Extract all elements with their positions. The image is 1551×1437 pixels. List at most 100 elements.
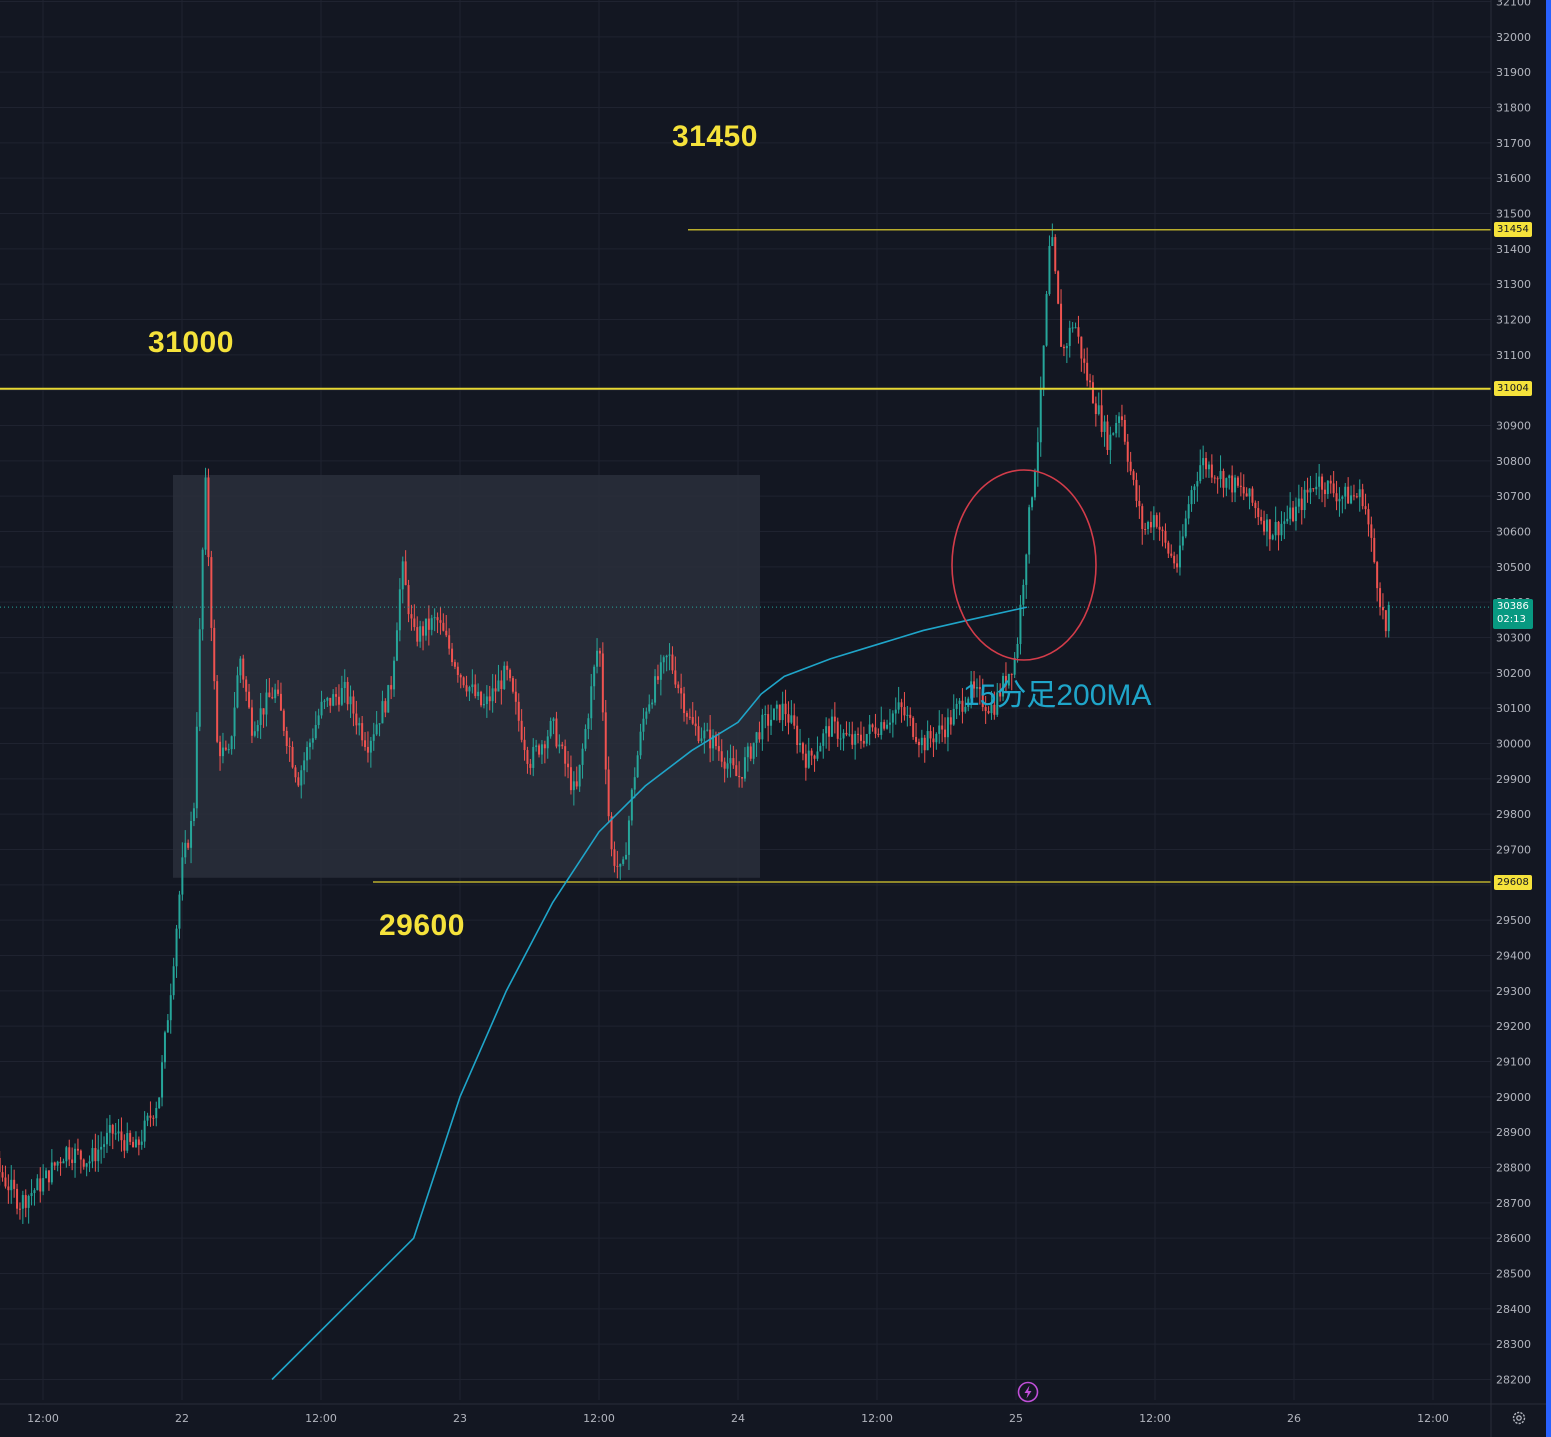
candle-body	[1184, 518, 1187, 537]
candle-body	[929, 731, 932, 739]
candle-body	[654, 676, 657, 703]
candle-body	[210, 557, 213, 628]
candle-body	[337, 696, 340, 705]
candle-body	[981, 689, 984, 708]
candle-body	[285, 730, 288, 746]
candle-body	[1060, 303, 1063, 347]
candle-body	[836, 721, 839, 739]
candle-body	[1329, 480, 1332, 484]
candle-body	[897, 702, 900, 710]
candle-body	[601, 653, 604, 713]
candle-body	[726, 763, 729, 769]
candle-body	[1379, 588, 1382, 608]
annotation-ma: 15分足200MA	[963, 679, 1152, 712]
candle-body	[1048, 246, 1051, 295]
candle-body	[190, 821, 193, 848]
candle-body	[845, 732, 848, 735]
candle-body	[1118, 416, 1121, 424]
candle-body	[1155, 515, 1158, 527]
candle-body	[958, 700, 961, 704]
candle-body	[195, 726, 198, 809]
candle-body	[65, 1147, 68, 1162]
candle-body	[1323, 489, 1326, 495]
candle-body	[622, 859, 625, 864]
candle-body	[1031, 497, 1034, 508]
candle-body	[248, 691, 251, 708]
candle-body	[1228, 475, 1231, 479]
candle-body	[1274, 521, 1277, 536]
candle-body	[1016, 644, 1019, 658]
candle-body	[500, 680, 503, 690]
candle-body	[712, 735, 715, 749]
candle-body	[520, 720, 523, 740]
candle-body	[71, 1159, 74, 1163]
candle-body	[616, 865, 619, 867]
candle-body	[514, 691, 517, 702]
candle-body	[999, 692, 1002, 697]
candle-body	[352, 696, 355, 714]
candle-body	[767, 714, 770, 726]
candle-body	[1083, 358, 1086, 363]
candle-body	[1355, 496, 1358, 498]
candle-body	[7, 1186, 10, 1191]
candle-body	[648, 704, 651, 712]
candle-body	[828, 726, 831, 737]
candle-body	[1129, 461, 1132, 472]
candle-body	[242, 658, 245, 680]
candle-body	[323, 700, 326, 702]
candle-body	[259, 708, 262, 726]
candle-body	[1187, 504, 1190, 519]
candle-body	[923, 737, 926, 751]
y-tick-label: 30100	[1496, 702, 1531, 715]
candle-body	[343, 681, 346, 689]
lightning-icon[interactable]	[1017, 1381, 1039, 1403]
candle-body	[857, 733, 860, 735]
candle-body	[743, 757, 746, 779]
gear-icon[interactable]	[1511, 1410, 1527, 1426]
candle-body	[1384, 610, 1387, 632]
candle-body	[1086, 362, 1089, 381]
candle-body	[320, 701, 323, 716]
y-tick-label: 32000	[1496, 31, 1531, 44]
candle-body	[1283, 521, 1286, 524]
candle-body	[74, 1148, 77, 1163]
candle-body	[271, 697, 274, 699]
candle-body	[335, 694, 338, 697]
candle-body	[1326, 480, 1329, 495]
candle-body	[103, 1144, 106, 1147]
candle-body	[1242, 486, 1245, 494]
candle-body	[990, 704, 993, 714]
candle-body	[1057, 271, 1060, 304]
candle-body	[311, 738, 314, 743]
candle-body	[187, 842, 190, 848]
candle-body	[636, 755, 639, 778]
candle-body	[105, 1132, 108, 1145]
candle-body	[1251, 488, 1254, 503]
candle-body	[920, 737, 923, 746]
candle-body	[865, 734, 868, 744]
candle-body	[134, 1139, 137, 1148]
candle-body	[1300, 498, 1303, 511]
candle-body	[1019, 604, 1022, 645]
candle-body	[526, 750, 529, 764]
candle-body	[975, 687, 978, 689]
candle-body	[656, 676, 659, 680]
candle-body	[1254, 502, 1257, 509]
candle-body	[18, 1208, 21, 1210]
candle-body	[143, 1120, 146, 1142]
candle-body	[219, 741, 222, 757]
candle-body	[555, 718, 558, 747]
candle-body	[387, 685, 390, 713]
candle-body	[4, 1177, 7, 1187]
candle-body	[1144, 529, 1147, 531]
candle-body	[111, 1125, 114, 1134]
y-tick-label: 29400	[1496, 950, 1531, 963]
candle-body	[578, 764, 581, 787]
candle-body	[1350, 495, 1353, 504]
candle-body	[1022, 584, 1025, 605]
candle-body	[482, 704, 485, 706]
candle-body	[1036, 442, 1039, 472]
candle-body	[126, 1133, 129, 1151]
